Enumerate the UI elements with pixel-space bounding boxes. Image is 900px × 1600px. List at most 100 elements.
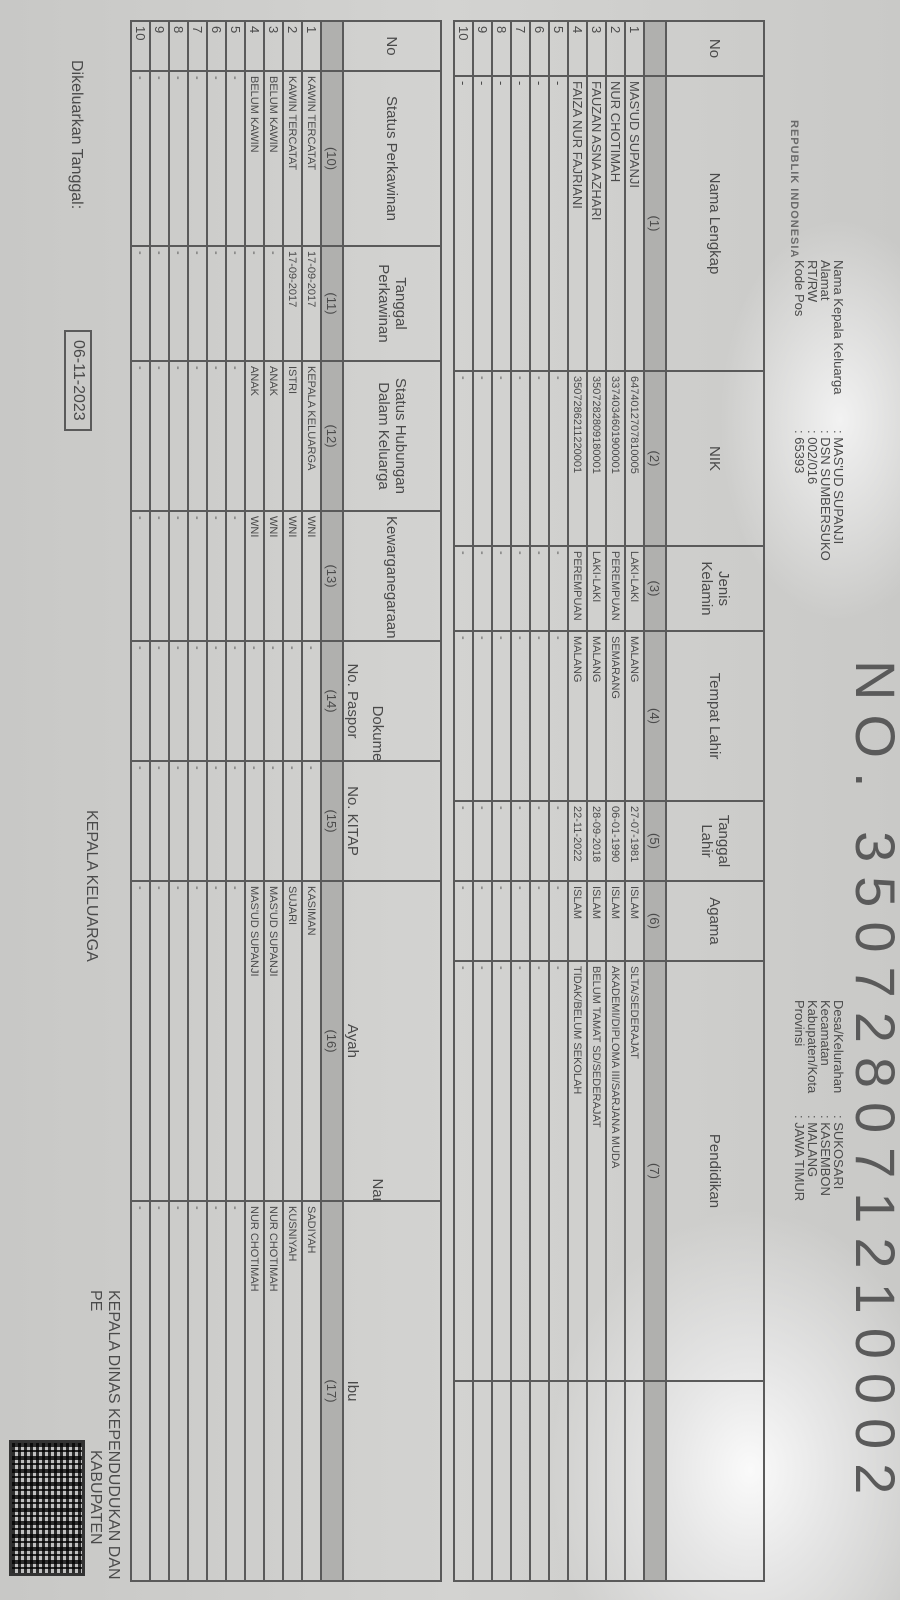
info-value: : MAS'UD SUPANJI [831, 430, 846, 545]
column-header: Pendidikan [666, 961, 764, 1381]
table-cell: - [150, 1201, 169, 1581]
table-row: 10- - - - - - - - [131, 21, 150, 1581]
column-header-label: No [383, 36, 401, 56]
table-row: 5-------- [226, 21, 245, 1581]
table-cell: - [169, 511, 188, 641]
table-cell: 2 [606, 21, 625, 76]
table-cell: - [207, 511, 226, 641]
column-header: Dokumen Imigrasi No. Paspor [343, 641, 441, 761]
table-cell: - [245, 761, 264, 881]
table-cell: 8 [169, 21, 188, 71]
table-cell: - [226, 246, 245, 361]
group-header: Nama Orang Tua [369, 886, 386, 1201]
table-row: 5------- [549, 21, 568, 1581]
info-value: : DSN SUMBERSUKO [818, 430, 833, 561]
info-row: Kode Pos: 65393 [792, 260, 807, 561]
info-value: : KASEMBON [818, 1115, 833, 1196]
table-row: 9-------- [150, 21, 169, 1581]
table-cell: - [188, 511, 207, 641]
table-cell: 7 [188, 21, 207, 71]
qr-code-icon [9, 1440, 85, 1576]
column-number: (7) [644, 961, 666, 1381]
table-cell: ISLAM [587, 881, 606, 961]
table-cell [606, 1381, 625, 1581]
info-row: Kecamatan : KASEMBON [818, 1000, 833, 1201]
table-cell: NUR CHOTIMAH [245, 1201, 264, 1581]
column-header: Nama Lengkap [666, 76, 764, 371]
table-cell: PEREMPUAN [568, 546, 587, 631]
table-cell: - [226, 1201, 245, 1581]
table-cell: - [492, 546, 511, 631]
info-label: Kecamatan [818, 1000, 833, 1066]
column-number: (4) [644, 631, 666, 801]
table-cell: WNI [264, 511, 283, 641]
info-label: Nama Kepala Keluarga [831, 260, 846, 395]
table-cell: - [283, 641, 302, 761]
info-value: : JAWA TIMUR [792, 1115, 807, 1202]
table-cell: - [549, 801, 568, 881]
table-cell: - [454, 371, 473, 546]
table-cell: 27-07-1981 [625, 801, 644, 881]
table-cell: 3507286211220001 [568, 371, 587, 546]
table-cell: MAS'UD SUPANJI [625, 76, 644, 371]
table-cell: MALANG [625, 631, 644, 801]
table-cell: 2 [283, 21, 302, 71]
table-cell: 17-09-2017 [283, 246, 302, 361]
column-number: (3) [644, 546, 666, 631]
table-cell: 9 [150, 21, 169, 71]
table-cell: - [530, 631, 549, 801]
table-cell: ISLAM [625, 881, 644, 961]
column-number: (12) [321, 361, 343, 511]
table-cell: - [473, 801, 492, 881]
table-cell: - [530, 961, 549, 1381]
table-cell: - [549, 881, 568, 961]
table-cell [473, 1381, 492, 1581]
table-cell: - [188, 71, 207, 246]
table-cell: WNI [245, 511, 264, 641]
header-row: No Status Perkawinan Tanggal Perkawinan Sta… [343, 21, 441, 1581]
table-cell [549, 1381, 568, 1581]
table-cell: - [188, 246, 207, 361]
column-header: Kewarganegaraan [343, 511, 441, 641]
header-row: No Nama Lengkap NIK Jenis Kelamin Tempat Lah… [666, 21, 764, 1581]
table-cell: - [492, 961, 511, 1381]
table-cell: - [226, 761, 245, 881]
column-header-label: Kewarganegaraan [383, 516, 401, 639]
table-cell: - [511, 961, 530, 1381]
table-cell: - [511, 76, 530, 371]
table-row: 8------- [492, 21, 511, 1581]
table-cell: - [492, 881, 511, 961]
table-cell: 5 [226, 21, 245, 71]
column-number: (6) [644, 881, 666, 961]
table-cell: - [511, 631, 530, 801]
info-label: Alamat [818, 260, 833, 301]
table-row: 1 MAS'UD SUPANJI 6474012707810005 LAKI-LAKI… [625, 21, 644, 1581]
table-cell: BELUM TAMAT SD/SEDERAJAT [587, 961, 606, 1381]
table-cell: 10 [454, 21, 473, 76]
table-cell: - [131, 361, 150, 511]
table-cell: LAKI-LAKI [625, 546, 644, 631]
table-cell: 4 [568, 21, 587, 76]
table-cell: ISLAM [606, 881, 625, 961]
column-header-label: No. Paspor [344, 663, 361, 739]
table-cell: 3 [587, 21, 606, 76]
column-header [666, 1381, 764, 1581]
table-cell: 17-09-2017 [302, 246, 321, 361]
table-cell: - [473, 546, 492, 631]
table-cell: KEPALA KELUARGA [302, 361, 321, 511]
table-cell: ISTRI [283, 361, 302, 511]
table-cell: 10 [131, 21, 150, 71]
table-cell: - [549, 631, 568, 801]
column-number [644, 21, 666, 76]
table-row: 3 FAUZAN ASNA AZHARI 3507282809180001 LAKI-… [587, 21, 606, 1581]
table-cell: - [131, 246, 150, 361]
table-cell: - [150, 361, 169, 511]
table-cell: MALANG [587, 631, 606, 801]
table-row: 4 BELUM KAWIN - ANAK WNI - - MAS'UD SUPANJI NUR … [245, 21, 264, 1581]
table-cell: - [207, 361, 226, 511]
table-cell: 6 [207, 21, 226, 71]
column-header-label: No [706, 38, 724, 59]
column-header: Agama [666, 881, 764, 961]
info-label: Provinsi [792, 1000, 807, 1047]
table-cell: SADIYAH [302, 1201, 321, 1581]
